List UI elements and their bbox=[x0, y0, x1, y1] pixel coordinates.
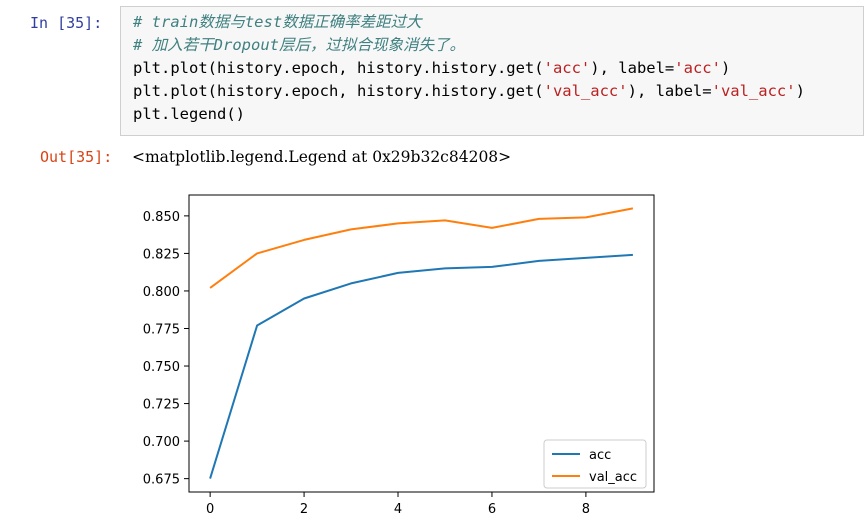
legend-label-acc: acc bbox=[589, 448, 611, 463]
y-tick-label: 0.775 bbox=[143, 322, 180, 337]
code-string: 'val_acc' bbox=[711, 82, 796, 100]
code-token: plt.plot(history.epoch, history.history.… bbox=[133, 82, 544, 100]
y-tick-label: 0.725 bbox=[143, 398, 180, 413]
y-tick-label: 0.750 bbox=[143, 360, 180, 375]
code-string: 'val_acc' bbox=[543, 82, 628, 100]
output-text: <matplotlib.legend.Legend at 0x29b32c842… bbox=[132, 148, 512, 166]
series-line-acc bbox=[209, 253, 633, 479]
output-prompt: Out[35]: bbox=[40, 148, 113, 166]
y-tick-label: 0.700 bbox=[143, 435, 180, 450]
code-comment-line-2: # 加入若干Dropout层后，过拟合现象消失了。 bbox=[133, 36, 465, 54]
code-comment-line-1: # train数据与test数据正确率差距过大 bbox=[133, 13, 422, 31]
series-line-val_acc bbox=[209, 207, 634, 289]
y-tick-label: 0.850 bbox=[143, 210, 180, 225]
y-tick-label: 0.800 bbox=[143, 285, 180, 300]
code-token: plt.plot(history.epoch, history.history.… bbox=[133, 59, 544, 77]
code-token: ) bbox=[720, 59, 731, 77]
code-token: ), label= bbox=[627, 82, 712, 100]
x-tick-label: 8 bbox=[582, 502, 590, 517]
x-tick-label: 0 bbox=[206, 502, 214, 517]
code-string: 'acc' bbox=[543, 59, 591, 77]
x-tick-label: 2 bbox=[300, 502, 308, 517]
code-token: ), label= bbox=[590, 59, 675, 77]
y-tick-label: 0.825 bbox=[143, 247, 180, 262]
y-tick-label: 0.675 bbox=[143, 473, 180, 488]
code-token: ) bbox=[795, 82, 805, 100]
code-line-4: plt.plot(history.epoch, history.history.… bbox=[133, 80, 851, 103]
x-tick-label: 4 bbox=[394, 502, 402, 517]
x-tick-label: 6 bbox=[488, 502, 496, 517]
code-string: 'acc' bbox=[674, 59, 721, 77]
code-line-5: plt.legend() bbox=[133, 105, 245, 123]
legend-label-val_acc: val_acc bbox=[589, 470, 637, 485]
input-prompt: In [35]: bbox=[30, 14, 103, 32]
code-cell[interactable]: # train数据与test数据正确率差距过大 # 加入若干Dropout层后，… bbox=[120, 6, 864, 136]
code-line-3: plt.plot(history.epoch, history.history.… bbox=[133, 57, 851, 80]
